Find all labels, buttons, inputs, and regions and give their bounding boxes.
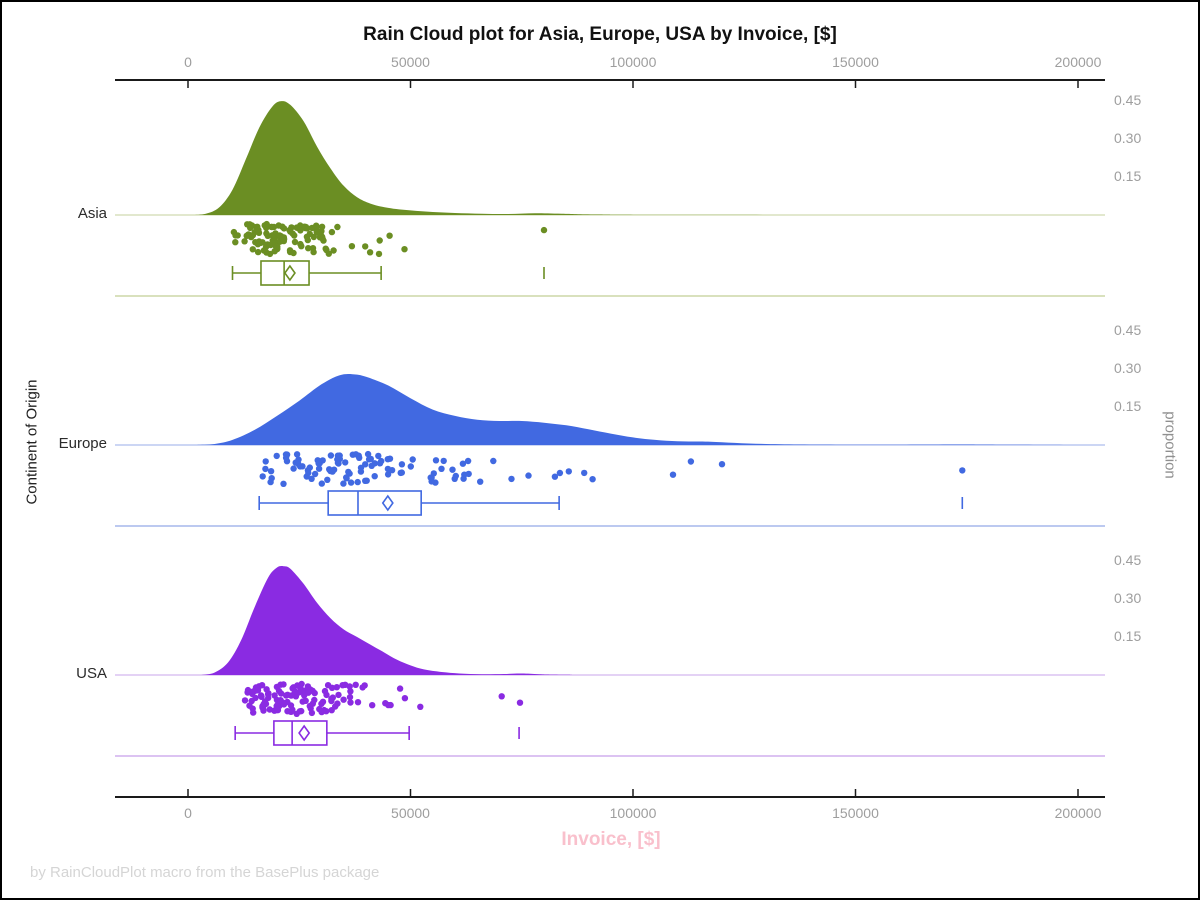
y-axis-title-right: proportion [1161, 411, 1179, 479]
proportion-tick-label: 0.30 [1114, 130, 1142, 147]
proportion-tick-label: 0.30 [1114, 590, 1142, 607]
x-axis-title: Invoice, [$] [561, 829, 661, 850]
rain-dots-asia [230, 220, 548, 258]
x-tick-label-bottom: 100000 [609, 805, 657, 821]
proportion-tick-label: 0.45 [1114, 92, 1142, 109]
proportion-tick-label: 0.45 [1114, 552, 1142, 569]
mean-diamond-asia [283, 264, 296, 282]
x-tick-label-bottom: 50000 [391, 805, 430, 821]
density-cloud-usa [201, 566, 1079, 675]
x-tick-label-top: 50000 [391, 54, 430, 70]
x-tick-label-bottom: 150000 [832, 805, 879, 821]
x-tick-label-top: 100000 [609, 54, 657, 70]
density-cloud-asia [192, 101, 1078, 215]
box-plot-usa [234, 720, 520, 746]
category-label-europe: Europe [58, 435, 107, 452]
x-tick-label-top: 150000 [832, 54, 879, 70]
proportion-tick-label: 0.45 [1114, 322, 1142, 339]
box-plot-asia [231, 260, 545, 286]
footer-credit: by RainCloudPlot macro from the BasePlus… [30, 864, 380, 881]
category-label-asia: Asia [77, 205, 107, 222]
box-plot-europe [258, 490, 964, 516]
proportion-tick-label: 0.15 [1114, 628, 1142, 645]
rain-dots-europe [259, 450, 966, 487]
x-tick-label-top: 200000 [1054, 54, 1102, 70]
proportion-tick-label: 0.30 [1114, 360, 1142, 377]
mean-diamond-europe [381, 494, 394, 512]
chart-title: Rain Cloud plot for Asia, Europe, USA by… [363, 24, 837, 45]
x-tick-label-bottom: 0 [184, 805, 192, 821]
x-tick-label-bottom: 200000 [1054, 805, 1102, 821]
x-tick-label-top: 0 [184, 54, 192, 70]
category-label-usa: USA [76, 665, 107, 682]
proportion-tick-label: 0.15 [1114, 398, 1142, 415]
proportion-tick-label: 0.15 [1114, 168, 1142, 185]
mean-diamond-usa [298, 724, 311, 742]
density-cloud-europe [196, 373, 1078, 445]
rain-dots-usa [241, 680, 524, 717]
